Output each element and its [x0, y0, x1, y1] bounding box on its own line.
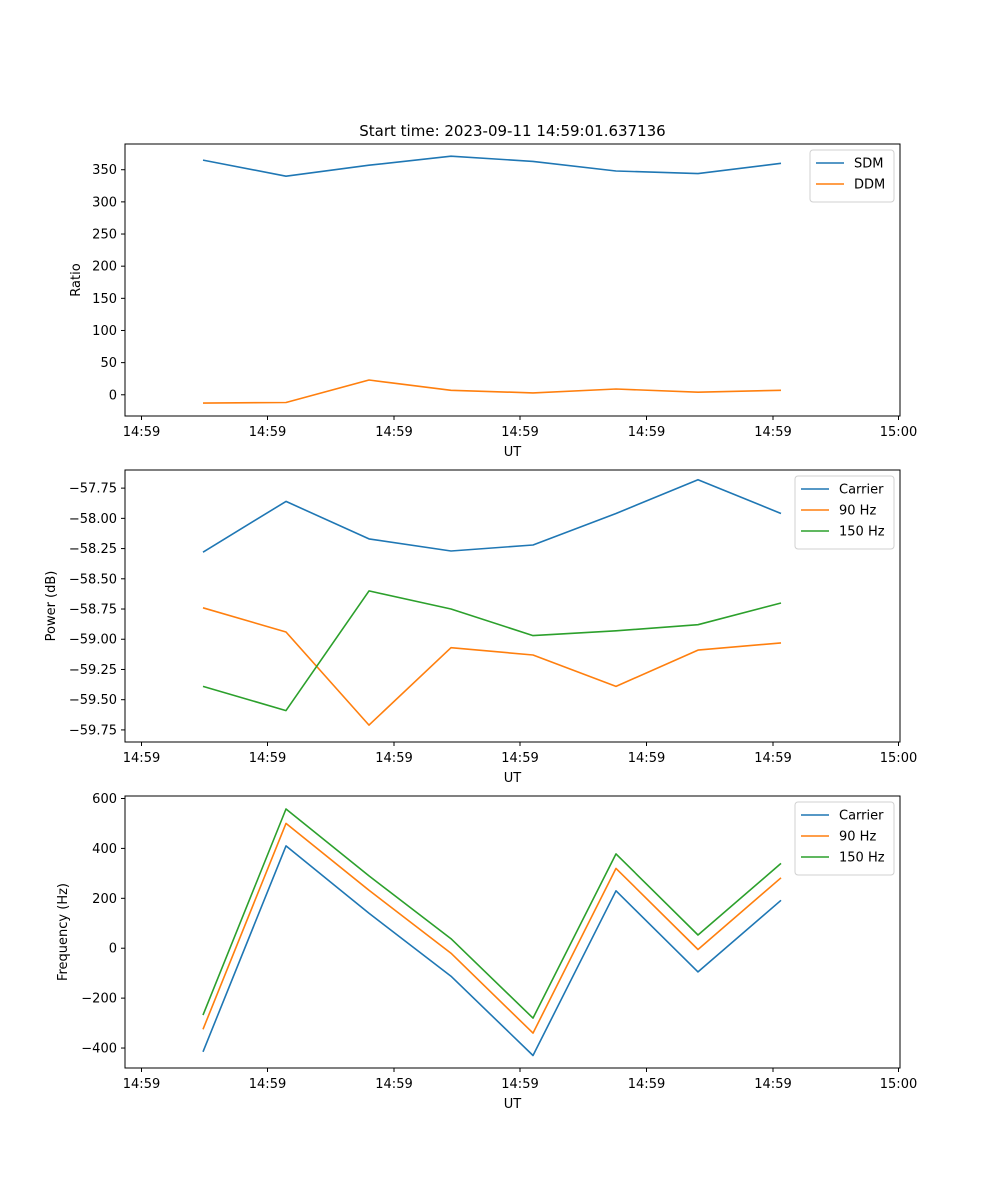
legend: SDM DDM	[809, 149, 895, 203]
y-tick-label: −58.50	[69, 572, 117, 587]
x-tick-label: 14:59	[123, 425, 160, 440]
x-axis-label: UT	[504, 1097, 522, 1112]
x-tick-label: 14:59	[249, 751, 286, 766]
x-tick-label: 15:00	[880, 751, 917, 766]
x-tick-label: 14:59	[501, 751, 538, 766]
x-tick-label: 15:00	[880, 425, 917, 440]
x-tick-label: 15:00	[880, 1077, 917, 1092]
legend-label: SDM	[854, 157, 883, 172]
legend-label: 90 Hz	[839, 830, 876, 845]
plot-3: 14:59 14:59 14:59 14:59 14:59 14:59 15:00 UT −40…	[56, 792, 917, 1112]
x-tick-label: 14:59	[754, 1077, 791, 1092]
y-tick-label: 200	[92, 260, 117, 275]
y-tick-label: 0	[109, 388, 117, 403]
y-tick-label: −59.75	[69, 723, 117, 738]
x-tick-label: 14:59	[628, 425, 665, 440]
x-tick-label: 14:59	[501, 1077, 538, 1092]
plots: 14:59 14:59 14:59 14:59 14:59 14:59 15:00 UT 0 50…	[44, 143, 917, 1112]
x-tick-label: 14:59	[754, 425, 791, 440]
series-line-90-hz	[202, 607, 782, 726]
y-tick-label: 0	[109, 942, 117, 957]
y-tick-label: 150	[92, 292, 117, 307]
y-tick-label: −57.75	[69, 482, 117, 497]
x-tick-label: 14:59	[754, 751, 791, 766]
plot-frame	[124, 469, 901, 743]
y-axis-label: Frequency (Hz)	[56, 883, 71, 981]
x-axis-label: UT	[504, 445, 522, 460]
y-axis-label: Ratio	[69, 263, 84, 296]
y-tick-label: 600	[92, 792, 117, 807]
x-tick-label: 14:59	[375, 425, 412, 440]
y-tick-label: 300	[92, 195, 117, 210]
series-line-150-hz	[202, 808, 782, 1019]
y-tick-label: 350	[92, 163, 117, 178]
y-tick-label: −200	[81, 992, 117, 1007]
y-tick-label: −59.25	[69, 663, 117, 678]
x-tick-label: 14:59	[501, 425, 538, 440]
series-line-150-hz	[202, 590, 782, 712]
series-line-carrier	[202, 478, 782, 553]
x-tick-label: 14:59	[628, 751, 665, 766]
x-tick-label: 14:59	[249, 425, 286, 440]
series-line-90-hz	[202, 822, 782, 1034]
plot-frame	[124, 795, 901, 1069]
legend-label: 150 Hz	[839, 525, 885, 540]
legend-label: 150 Hz	[839, 851, 885, 866]
x-tick-label: 14:59	[249, 1077, 286, 1092]
y-axis-label: Power (dB)	[44, 571, 59, 642]
x-tick-label: 14:59	[375, 1077, 412, 1092]
legend-label: Carrier	[839, 483, 884, 498]
y-tick-label: −58.75	[69, 603, 117, 618]
x-tick-label: 14:59	[375, 751, 412, 766]
legend-label: 90 Hz	[839, 504, 876, 519]
series-line-sdm	[202, 155, 782, 177]
x-tick-label: 14:59	[628, 1077, 665, 1092]
y-tick-label: −400	[81, 1042, 117, 1057]
y-tick-label: 50	[100, 356, 117, 371]
y-tick-label: −59.50	[69, 693, 117, 708]
y-tick-label: 200	[92, 892, 117, 907]
plot-2: 14:59 14:59 14:59 14:59 14:59 14:59 15:00 UT −59…	[44, 469, 917, 786]
y-tick-label: 400	[92, 842, 117, 857]
legend-label: DDM	[854, 178, 885, 193]
series-line-ddm	[202, 379, 782, 404]
y-tick-label: −58.00	[69, 512, 117, 527]
y-tick-label: 250	[92, 228, 117, 243]
x-axis-label: UT	[504, 771, 522, 786]
x-tick-label: 14:59	[123, 751, 160, 766]
series-line-carrier	[202, 845, 782, 1057]
figure-title: Start time: 2023-09-11 14:59:01.637136	[359, 122, 665, 140]
legend: Carrier 90 Hz 150 Hz	[794, 475, 895, 550]
plot-frame	[124, 143, 901, 417]
plot-1: 14:59 14:59 14:59 14:59 14:59 14:59 15:00 UT 0 50…	[69, 143, 917, 460]
y-tick-label: −59.00	[69, 633, 117, 648]
y-tick-label: 100	[92, 324, 117, 339]
legend: Carrier 90 Hz 150 Hz	[794, 801, 895, 876]
legend-label: Carrier	[839, 809, 884, 824]
x-tick-label: 14:59	[123, 1077, 160, 1092]
y-tick-label: −58.25	[69, 542, 117, 557]
